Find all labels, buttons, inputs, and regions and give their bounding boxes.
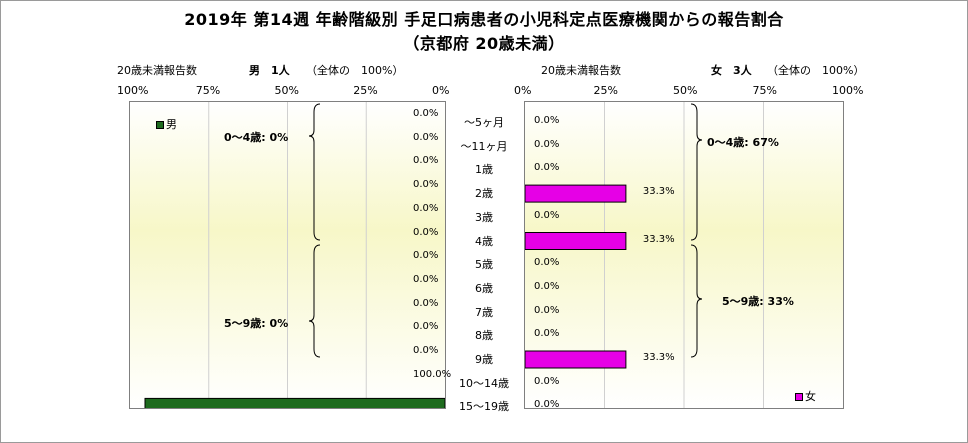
age-category-label: 8歳 [475, 329, 493, 343]
male-count: 男 1人 [249, 64, 290, 77]
female-count-label: 20歳未満報告数 [541, 64, 621, 77]
male-summary-0-4: 0～4歳: 0% [224, 131, 289, 144]
female-summary-0-4: 0～4歳: 67% [707, 136, 779, 149]
male-count-label: 20歳未満報告数 [117, 64, 197, 77]
female-bar [525, 350, 627, 369]
male-axis-tick: 100% [117, 84, 149, 97]
male-value-label: 0.0% [413, 321, 439, 333]
female-legend-label: 女 [805, 390, 816, 403]
female-value-label: 0.0% [534, 257, 560, 269]
male-value-label: 0.0% [413, 155, 439, 167]
female-axis-tick: 100% [832, 84, 864, 97]
age-category-label: ～11ヶ月 [460, 139, 508, 153]
age-category-label: 2歳 [475, 187, 493, 201]
female-plot-area [524, 101, 844, 409]
male-legend-label: 男 [166, 118, 177, 131]
male-legend: 男 [156, 116, 177, 132]
female-value-label: 0.0% [534, 375, 560, 387]
male-value-label: 0.0% [413, 108, 439, 119]
female-bar [525, 184, 627, 203]
male-value-label: 0.0% [413, 179, 439, 191]
female-value-label: 33.3% [642, 186, 675, 198]
male-plot-area [129, 101, 446, 409]
female-legend-swatch [795, 393, 803, 401]
male-bars [144, 102, 445, 408]
female-axis-tick: 50% [673, 84, 698, 97]
female-value-label: 0.0% [534, 209, 560, 221]
age-category-label: 1歳 [475, 163, 493, 177]
male-axis-tick: 50% [274, 84, 299, 97]
female-summary-5-9: 5～9歳: 33% [722, 295, 794, 308]
male-value-label: 0.0% [413, 202, 439, 214]
female-legend: 女 [795, 388, 816, 404]
female-value-label: 33.3% [642, 352, 675, 363]
male-bar [144, 397, 445, 408]
female-value-label: 0.0% [534, 304, 560, 316]
age-category-label: 3歳 [475, 210, 493, 224]
age-category-label: ～5ヶ月 [464, 116, 504, 129]
female-total-note: （全体の 100%） [767, 64, 865, 77]
male-summary-5-9: 5～9歳: 0% [224, 317, 289, 330]
male-value-label: 0.0% [413, 273, 439, 285]
male-value-label: 0.0% [413, 297, 439, 309]
age-category-label: 9歳 [475, 353, 493, 366]
age-category-label: 5歳 [475, 258, 493, 272]
male-axis-tick: 75% [195, 84, 221, 97]
age-category-label: 4歳 [475, 234, 493, 248]
age-category-label: 7歳 [475, 305, 493, 319]
male-legend-swatch [156, 121, 164, 129]
male-value-label: 0.0% [413, 250, 439, 262]
female-axis-tick: 25% [593, 84, 618, 97]
male-value-label: 100.0% [413, 368, 452, 380]
male-value-label: 0.0% [413, 131, 439, 143]
male-value-label: 0.0% [413, 345, 439, 356]
female-count: 女 3人 [711, 64, 752, 77]
male-axis-tick: 0% [432, 84, 450, 97]
age-category-label: 6歳 [475, 281, 493, 295]
male-total-note: （全体の 100%） [306, 64, 404, 77]
female-value-label: 0.0% [534, 115, 560, 126]
female-value-label: 33.3% [642, 233, 675, 245]
chart-title: 2019年 第14週 年齢階級別 手足口病患者の小児科定点医療機関からの報告割合 [184, 10, 784, 29]
female-value-label: 0.0% [534, 399, 560, 411]
age-category-label: 10～14歳 [459, 376, 509, 390]
female-value-label: 0.0% [534, 138, 560, 150]
chart-subtitle: （京都府 20歳未満） [403, 34, 565, 53]
female-axis-tick: 75% [752, 84, 777, 97]
female-axis-tick: 0% [514, 84, 532, 97]
age-category-label: 15～19歳 [459, 400, 509, 414]
female-bars [525, 102, 764, 408]
female-value-label: 0.0% [534, 328, 560, 340]
female-bar [525, 232, 627, 250]
male-value-label: 0.0% [413, 226, 439, 238]
female-value-label: 0.0% [534, 162, 560, 174]
male-axis-tick: 25% [353, 84, 378, 97]
female-value-label: 0.0% [534, 280, 560, 292]
